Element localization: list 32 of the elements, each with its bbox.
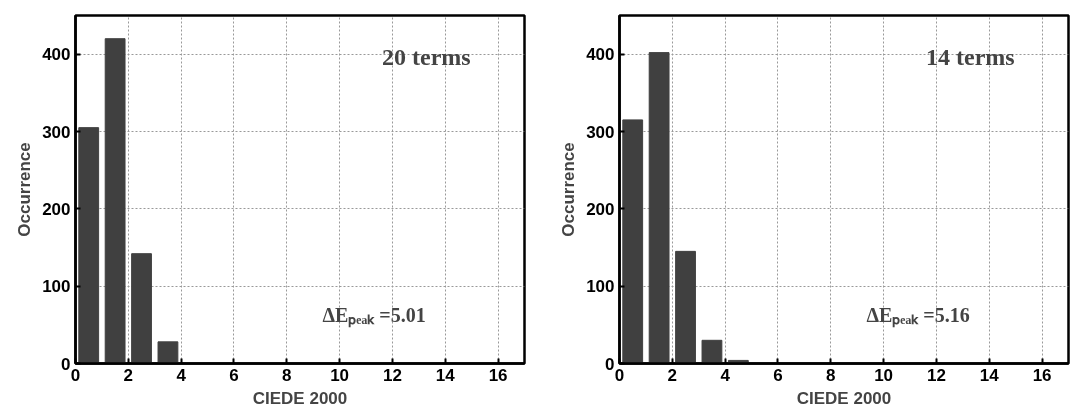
x-tick-label: 8 [826, 365, 836, 385]
y-tick-label: 200 [42, 199, 71, 219]
x-tick-label: 6 [229, 365, 239, 385]
x-axis-title: CIEDE 2000 [796, 388, 892, 408]
x-tick-label: 4 [720, 365, 731, 385]
annotation: 14 terms [925, 44, 1015, 71]
annotation: 20 terms [381, 44, 471, 71]
y-tick-label: 400 [586, 45, 615, 65]
y-axis-title: Occurrence [15, 142, 35, 237]
y-tick-label: 300 [586, 122, 615, 142]
x-tick-label: 10 [330, 365, 350, 385]
x-tick-label: 12 [926, 365, 946, 385]
annotation: ΔEₚₑₐₖ =5.01 [322, 303, 426, 328]
x-tick-label: 12 [382, 365, 402, 385]
x-tick-label: 16 [488, 365, 508, 385]
x-tick-label: 4 [176, 365, 187, 385]
x-tick-label: 6 [773, 365, 783, 385]
x-tick-label: 14 [979, 365, 1000, 385]
y-tick-label: 200 [586, 199, 615, 219]
x-tick-label: 8 [282, 365, 292, 385]
y-tick-label: 400 [42, 45, 71, 65]
x-tick-label: 2 [667, 365, 678, 385]
y-tick-label: 100 [586, 277, 615, 297]
x-axis-title: CIEDE 2000 [252, 388, 348, 408]
y-tick-label: 100 [42, 277, 71, 297]
annotation: ΔEₚₑₐₖ =5.16 [866, 303, 970, 328]
x-tick-label: 10 [874, 365, 894, 385]
y-axis-title: Occurrence [559, 142, 579, 237]
x-tick-label: 2 [123, 365, 134, 385]
y-tick-label: 300 [42, 122, 71, 142]
x-tick-label: 14 [435, 365, 456, 385]
x-tick-label: 16 [1032, 365, 1052, 385]
